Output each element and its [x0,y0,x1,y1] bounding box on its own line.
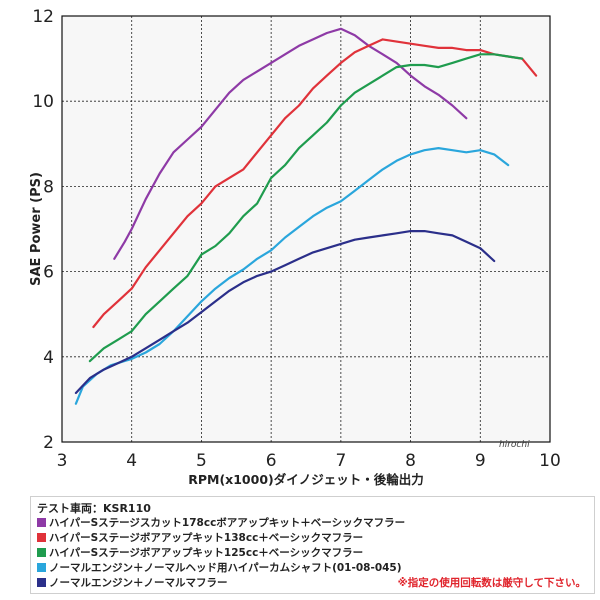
legend: テスト車両：KSR110 ハイパーSステージスカット178ccボアアップキット＋… [30,496,595,594]
x-tick-label: 3 [57,451,68,471]
x-tick-label: 7 [335,451,346,471]
plot-area [62,16,550,442]
x-tick-label: 6 [266,451,277,471]
legend-item-3: ハイパーSステージボアアップキット125cc＋ベーシックマフラー [37,545,363,560]
series-line-2 [92,38,538,329]
y-axis-label: SAE Power (PS) [29,172,44,286]
series-line-4 [74,147,510,405]
legend-label: ノーマルエンジン＋ノーマルマフラー [49,577,228,589]
legend-label: ハイパーSステージボアアップキット138cc＋ベーシックマフラー [49,532,364,544]
y-tick-label: 8 [43,177,54,197]
power-chart: 3 4 5 6 7 8 9 10 2 4 6 8 10 12 RPM(x1000)ダイノジェット・後輪出力 S… [29,7,561,487]
legend-item-2: ハイパーSステージボアアップキット138cc＋ベーシックマフラー [37,530,363,545]
y-tick-label: 10 [32,92,54,112]
series-line-1 [113,27,468,260]
legend-swatch [37,563,46,572]
legend-label: ハイパーSステージボアアップキット125cc＋ベーシックマフラー [49,547,364,559]
y-tick-label: 12 [32,7,54,27]
legend-swatch [37,533,46,542]
legend-label: ハイパーSステージスカット178ccボアアップキット＋ベーシックマフラー [49,517,406,529]
legend-item-5: ノーマルエンジン＋ノーマルマフラー [37,575,228,590]
legend-swatch [37,548,46,557]
legend-header: テスト車両：KSR110 [37,502,151,515]
legend-item-4: ノーマルエンジン＋ノーマルヘッド用ハイパーカムシャフト(01-08-045) [37,560,402,575]
legend-swatch [37,518,46,527]
series-line-5 [74,230,496,395]
x-tick-label: 4 [126,451,137,471]
usage-note: ※指定の使用回転数は厳守して下さい。 [397,577,586,589]
y-tick-label: 2 [43,433,54,453]
legend-label: ノーマルエンジン＋ノーマルヘッド用ハイパーカムシャフト(01-08-045) [49,562,402,574]
y-tick-label: 4 [43,348,54,368]
x-axis-label: RPM(x1000)ダイノジェット・後輪出力 [188,472,424,487]
legend-item-1: ハイパーSステージスカット178ccボアアップキット＋ベーシックマフラー [37,515,405,530]
chart-svg: 3 4 5 6 7 8 9 10 2 4 6 8 10 12 RPM(x1000)ダイノジェット・後輪出力 S… [29,7,561,487]
legend-swatch [37,578,46,587]
plot-frame [61,15,551,443]
y-tick-label: 6 [43,263,54,283]
x-tick-label: 10 [539,451,561,471]
watermark-text: hirochi [499,440,530,450]
x-tick-label: 9 [475,451,486,471]
x-tick-label: 5 [196,451,207,471]
x-tick-label: 8 [405,451,416,471]
series-line-3 [88,53,524,363]
